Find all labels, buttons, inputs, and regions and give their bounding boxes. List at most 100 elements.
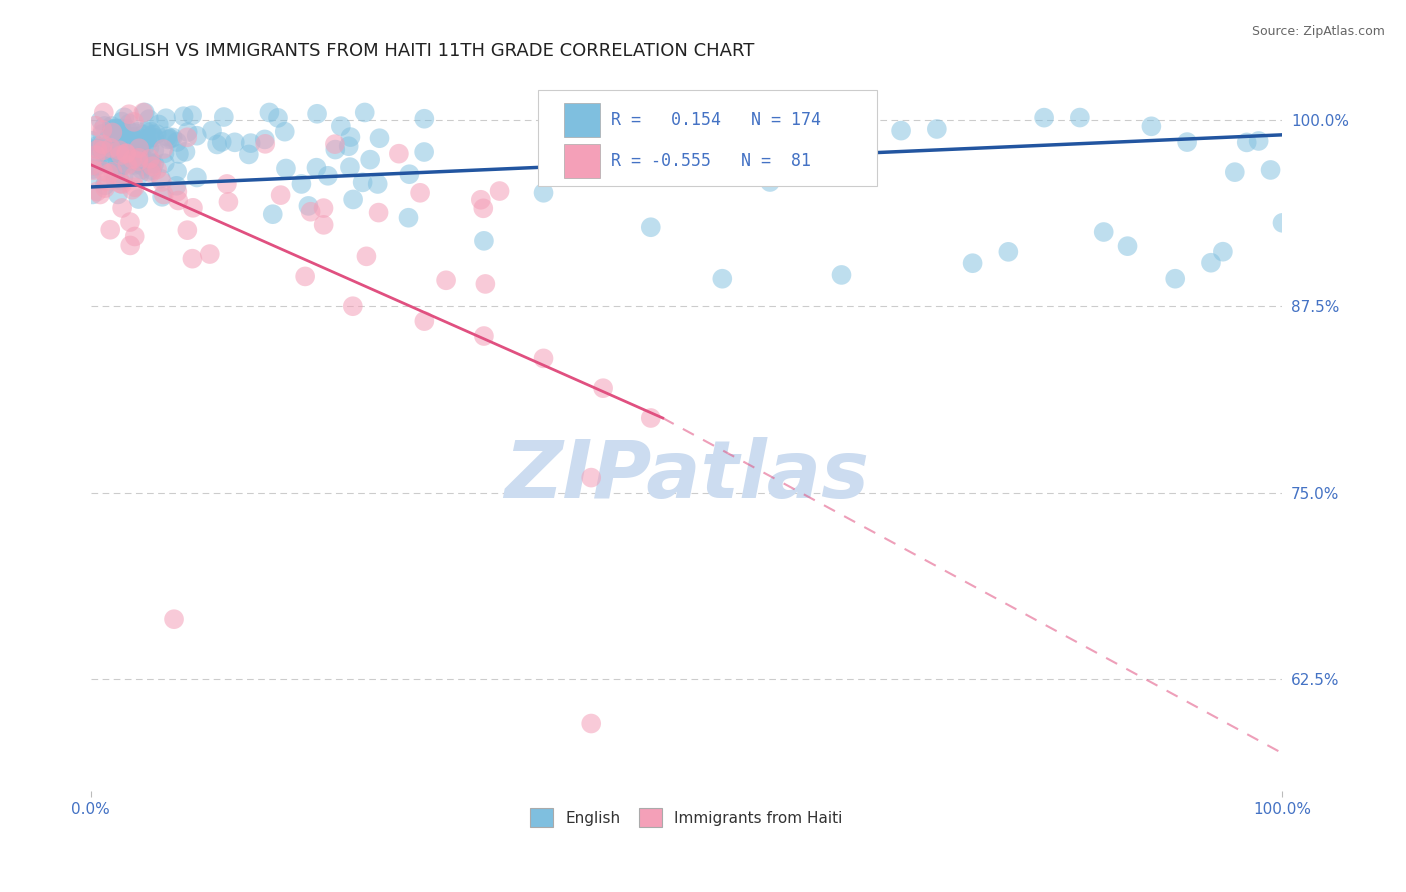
Point bbox=[114, 139, 136, 153]
Point bbox=[91, 144, 114, 158]
Text: R = -0.555   N =  81: R = -0.555 N = 81 bbox=[612, 152, 811, 169]
Point bbox=[470, 193, 492, 207]
Point bbox=[166, 164, 188, 178]
Point bbox=[153, 156, 176, 170]
Point bbox=[579, 716, 602, 731]
Point bbox=[176, 125, 198, 139]
Point bbox=[111, 159, 134, 173]
Point bbox=[270, 188, 292, 202]
Point bbox=[136, 136, 159, 151]
Point bbox=[368, 131, 391, 145]
Point bbox=[1140, 120, 1163, 134]
Point bbox=[141, 155, 163, 169]
Point bbox=[121, 148, 143, 162]
Point bbox=[388, 146, 411, 161]
Point bbox=[176, 130, 198, 145]
Point bbox=[181, 252, 204, 266]
Point bbox=[122, 139, 145, 153]
Point bbox=[118, 117, 141, 131]
FancyBboxPatch shape bbox=[564, 144, 599, 178]
Point bbox=[107, 187, 129, 202]
Point bbox=[592, 381, 614, 395]
Point bbox=[89, 187, 111, 202]
Point bbox=[1271, 216, 1294, 230]
Point bbox=[159, 132, 181, 146]
Point bbox=[91, 137, 114, 152]
Point bbox=[100, 141, 122, 155]
Point bbox=[413, 145, 436, 159]
Point bbox=[124, 229, 146, 244]
Point bbox=[84, 141, 107, 155]
Point bbox=[101, 143, 124, 157]
Point bbox=[111, 201, 134, 215]
Point bbox=[215, 177, 238, 191]
Point bbox=[114, 131, 136, 145]
Point bbox=[93, 105, 115, 120]
Point bbox=[152, 142, 174, 156]
Point bbox=[262, 207, 284, 221]
Point bbox=[579, 470, 602, 484]
Point bbox=[108, 177, 131, 191]
Point bbox=[107, 145, 129, 159]
Point bbox=[115, 146, 138, 161]
Point bbox=[1116, 239, 1139, 253]
Point bbox=[141, 159, 163, 173]
Point bbox=[108, 173, 131, 187]
Point bbox=[108, 148, 131, 162]
Point bbox=[181, 201, 204, 215]
Point bbox=[148, 118, 170, 132]
Point bbox=[129, 136, 152, 151]
Point bbox=[93, 119, 115, 133]
Point bbox=[98, 158, 121, 172]
Point bbox=[83, 163, 105, 178]
Point bbox=[176, 223, 198, 237]
Point bbox=[831, 268, 853, 282]
Point bbox=[1236, 136, 1258, 150]
Point bbox=[167, 147, 190, 161]
Point bbox=[166, 135, 188, 149]
Point bbox=[323, 137, 346, 152]
Point bbox=[115, 146, 138, 161]
Point bbox=[307, 107, 329, 121]
Point bbox=[267, 111, 290, 125]
Point bbox=[359, 153, 381, 167]
Point bbox=[80, 134, 103, 148]
Point bbox=[925, 122, 948, 136]
Point bbox=[108, 131, 131, 145]
Point bbox=[111, 114, 134, 128]
Point bbox=[94, 181, 117, 195]
Point bbox=[759, 175, 782, 189]
Point bbox=[112, 111, 135, 125]
Point bbox=[472, 202, 495, 216]
Point bbox=[1069, 111, 1091, 125]
Point bbox=[129, 145, 152, 160]
Point bbox=[110, 148, 132, 162]
Point bbox=[339, 130, 361, 145]
Point bbox=[153, 146, 176, 161]
Point bbox=[579, 134, 602, 148]
Point bbox=[121, 130, 143, 145]
Point bbox=[101, 165, 124, 179]
Point bbox=[122, 115, 145, 129]
Point bbox=[91, 144, 114, 158]
Point bbox=[181, 108, 204, 122]
Point bbox=[488, 184, 510, 198]
Point bbox=[110, 121, 132, 136]
Point bbox=[1033, 111, 1056, 125]
Point bbox=[155, 112, 177, 126]
Point bbox=[1260, 163, 1282, 178]
Point bbox=[117, 122, 139, 136]
Point bbox=[80, 173, 103, 187]
Point bbox=[711, 271, 734, 285]
Point bbox=[97, 144, 120, 158]
FancyBboxPatch shape bbox=[564, 103, 599, 136]
Point bbox=[120, 238, 142, 252]
Point bbox=[962, 256, 984, 270]
Point bbox=[112, 169, 135, 183]
Point bbox=[297, 199, 319, 213]
Point bbox=[142, 128, 165, 142]
Text: ENGLISH VS IMMIGRANTS FROM HAITI 11TH GRADE CORRELATION CHART: ENGLISH VS IMMIGRANTS FROM HAITI 11TH GR… bbox=[90, 42, 754, 60]
Point bbox=[94, 178, 117, 193]
Point bbox=[139, 157, 162, 171]
Point bbox=[149, 171, 172, 186]
